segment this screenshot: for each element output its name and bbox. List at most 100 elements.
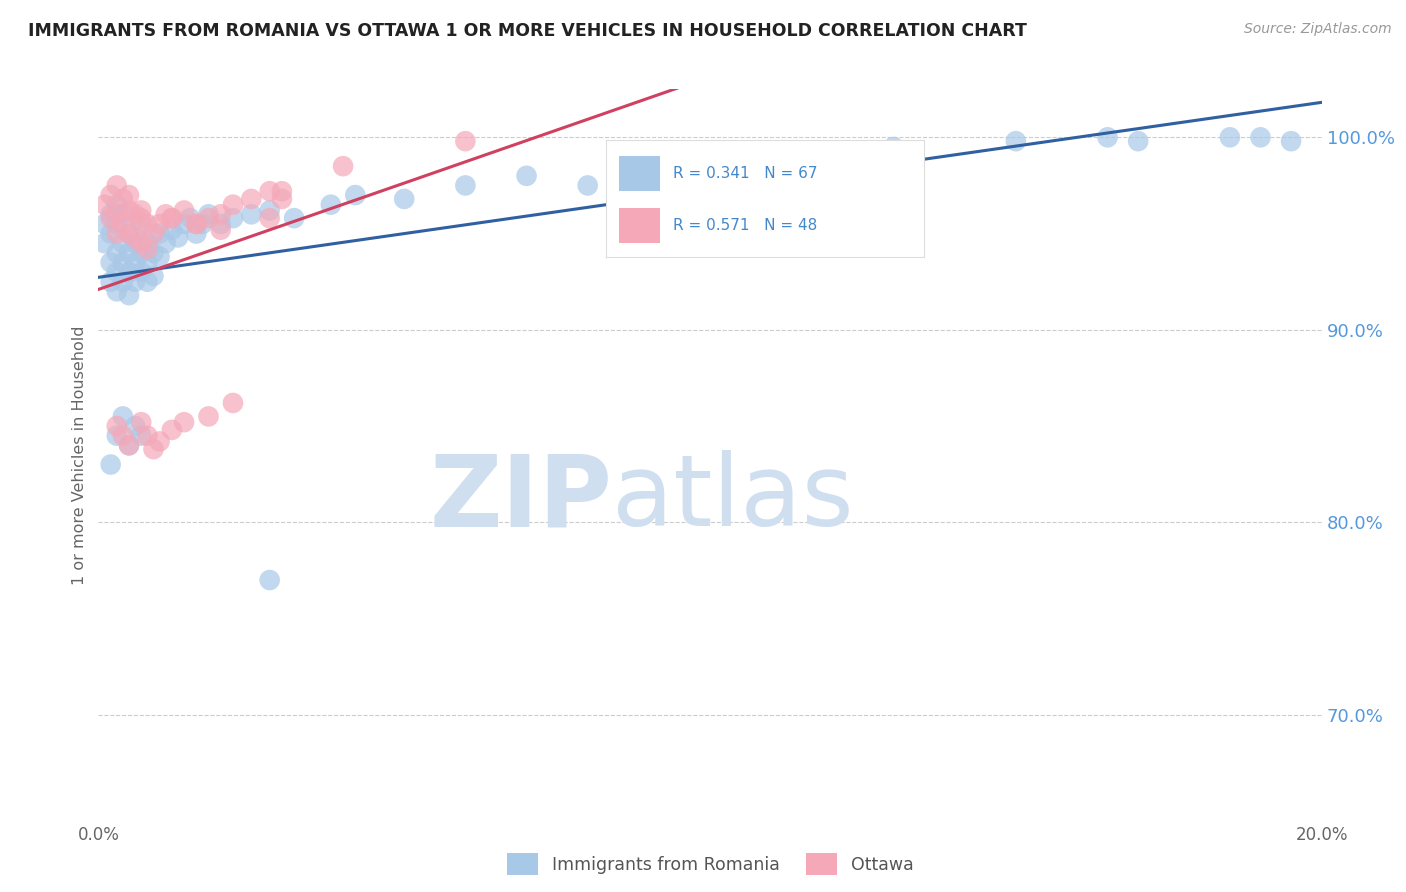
Point [111, 428, 134, 442]
Point [209, 223, 232, 237]
Point [100, 255, 122, 269]
Point [222, 197, 245, 211]
Point [155, 207, 177, 221]
Point [155, 236, 177, 251]
Point [124, 275, 146, 289]
Point [209, 207, 232, 221]
Text: Source: ZipAtlas.com: Source: ZipAtlas.com [1244, 22, 1392, 37]
Point [124, 255, 146, 269]
Point [100, 275, 122, 289]
Point [142, 268, 165, 283]
Point [516, 169, 538, 183]
Point [129, 265, 152, 279]
Point [186, 217, 208, 231]
Point [100, 188, 122, 202]
Point [259, 573, 281, 587]
Point [197, 211, 219, 226]
Point [100, 207, 122, 221]
Point [118, 438, 141, 452]
Point [209, 217, 232, 231]
Point [270, 192, 292, 206]
Point [283, 211, 305, 226]
Point [105, 419, 128, 434]
Point [392, 192, 416, 206]
Point [1219, 130, 1241, 145]
Point [454, 178, 477, 193]
Point [222, 396, 245, 410]
Point [111, 207, 134, 221]
Point [111, 275, 134, 289]
Point [105, 207, 128, 221]
Point [186, 217, 208, 231]
Point [136, 428, 159, 442]
Point [173, 217, 195, 231]
Point [197, 409, 219, 424]
Point [173, 203, 195, 218]
Point [136, 236, 159, 251]
Text: ZIP: ZIP [429, 450, 612, 548]
Point [118, 245, 141, 260]
Point [160, 423, 183, 437]
Point [149, 250, 172, 264]
Point [105, 227, 128, 241]
Point [270, 184, 292, 198]
Point [129, 211, 152, 226]
Point [142, 442, 165, 457]
Point [160, 211, 183, 226]
Point [100, 227, 122, 241]
Point [1279, 134, 1302, 148]
Point [259, 184, 281, 198]
Point [142, 227, 165, 241]
Point [142, 245, 165, 260]
Point [149, 227, 172, 241]
Legend: Immigrants from Romania, Ottawa: Immigrants from Romania, Ottawa [499, 847, 921, 881]
Point [129, 245, 152, 260]
Point [136, 275, 159, 289]
Point [197, 207, 219, 221]
Point [111, 236, 134, 251]
Point [105, 178, 128, 193]
Point [105, 285, 128, 299]
Text: atlas: atlas [612, 450, 853, 548]
Point [240, 207, 263, 221]
Point [93, 197, 115, 211]
Point [1249, 130, 1271, 145]
Text: IMMIGRANTS FROM ROMANIA VS OTTAWA 1 OR MORE VEHICLES IN HOUSEHOLD CORRELATION CH: IMMIGRANTS FROM ROMANIA VS OTTAWA 1 OR M… [28, 22, 1026, 40]
Point [186, 227, 208, 241]
Point [100, 211, 122, 226]
Point [167, 230, 190, 244]
Y-axis label: 1 or more Vehicles in Household: 1 or more Vehicles in Household [72, 326, 87, 584]
Point [191, 217, 214, 231]
Point [1004, 134, 1026, 148]
Point [883, 140, 905, 154]
Point [179, 211, 201, 226]
Point [100, 458, 122, 472]
Point [129, 236, 152, 251]
Point [129, 217, 152, 231]
Point [136, 255, 159, 269]
Point [111, 192, 134, 206]
Point [93, 217, 115, 231]
Point [160, 223, 183, 237]
Point [124, 236, 146, 251]
Point [160, 211, 183, 226]
Point [1097, 130, 1119, 145]
Point [319, 197, 342, 211]
Point [222, 211, 245, 226]
Point [344, 188, 367, 202]
Point [136, 217, 159, 231]
Point [332, 159, 354, 173]
Point [668, 159, 690, 173]
Point [129, 415, 152, 429]
Point [105, 217, 128, 231]
Point [118, 288, 141, 302]
Point [149, 217, 172, 231]
Point [105, 245, 128, 260]
Point [111, 409, 134, 424]
Point [124, 207, 146, 221]
Point [124, 230, 146, 244]
Point [105, 265, 128, 279]
Point [576, 178, 599, 193]
Point [111, 217, 134, 231]
Point [240, 192, 263, 206]
